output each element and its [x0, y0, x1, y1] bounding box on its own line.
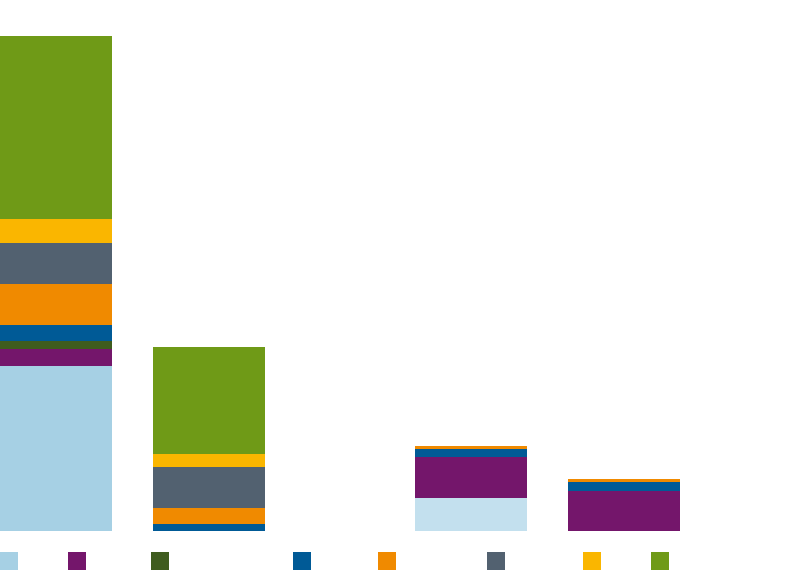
legend-swatch	[68, 552, 86, 570]
bar-segment-3-series-5	[415, 446, 527, 449]
bar-segment-1-series-8	[0, 36, 112, 219]
bar-segment-2-series-8	[153, 347, 265, 454]
bar-segment-1-series-3	[0, 341, 112, 349]
bar-segment-1-series-5	[0, 284, 112, 325]
bar-segment-3-series-1	[415, 498, 527, 531]
legend-swatch	[151, 552, 169, 570]
legend-swatch	[293, 552, 311, 570]
bar-segment-1-series-4	[0, 325, 112, 341]
chart-legend	[0, 552, 798, 571]
legend-item-3	[151, 552, 169, 570]
legend-swatch	[651, 552, 669, 570]
bar-segment-2-series-5	[153, 508, 265, 524]
bar-segment-1-series-1	[0, 366, 112, 531]
bar-segment-3-series-2	[415, 457, 527, 498]
legend-swatch	[378, 552, 396, 570]
bar-segment-1-series-7	[0, 219, 112, 243]
legend-swatch	[583, 552, 601, 570]
bar-segment-1-series-6	[0, 243, 112, 284]
legend-item-5	[378, 552, 396, 570]
bar-segment-4-series-4	[568, 482, 680, 491]
bar-segment-2-series-7	[153, 454, 265, 467]
legend-swatch	[0, 552, 18, 570]
bar-segment-3-series-4	[415, 449, 527, 457]
bar-segment-2-series-4	[153, 524, 265, 531]
legend-item-4	[293, 552, 311, 570]
legend-item-1	[0, 552, 18, 570]
bar-segment-2-series-6	[153, 467, 265, 508]
bar-segment-4-series-5	[568, 479, 680, 482]
legend-item-6	[487, 552, 505, 570]
legend-swatch	[487, 552, 505, 570]
legend-item-7	[583, 552, 601, 570]
bar-segment-1-series-2	[0, 349, 112, 366]
legend-item-8	[651, 552, 669, 570]
legend-item-2	[68, 552, 86, 570]
bar-segment-4-series-2	[568, 491, 680, 531]
